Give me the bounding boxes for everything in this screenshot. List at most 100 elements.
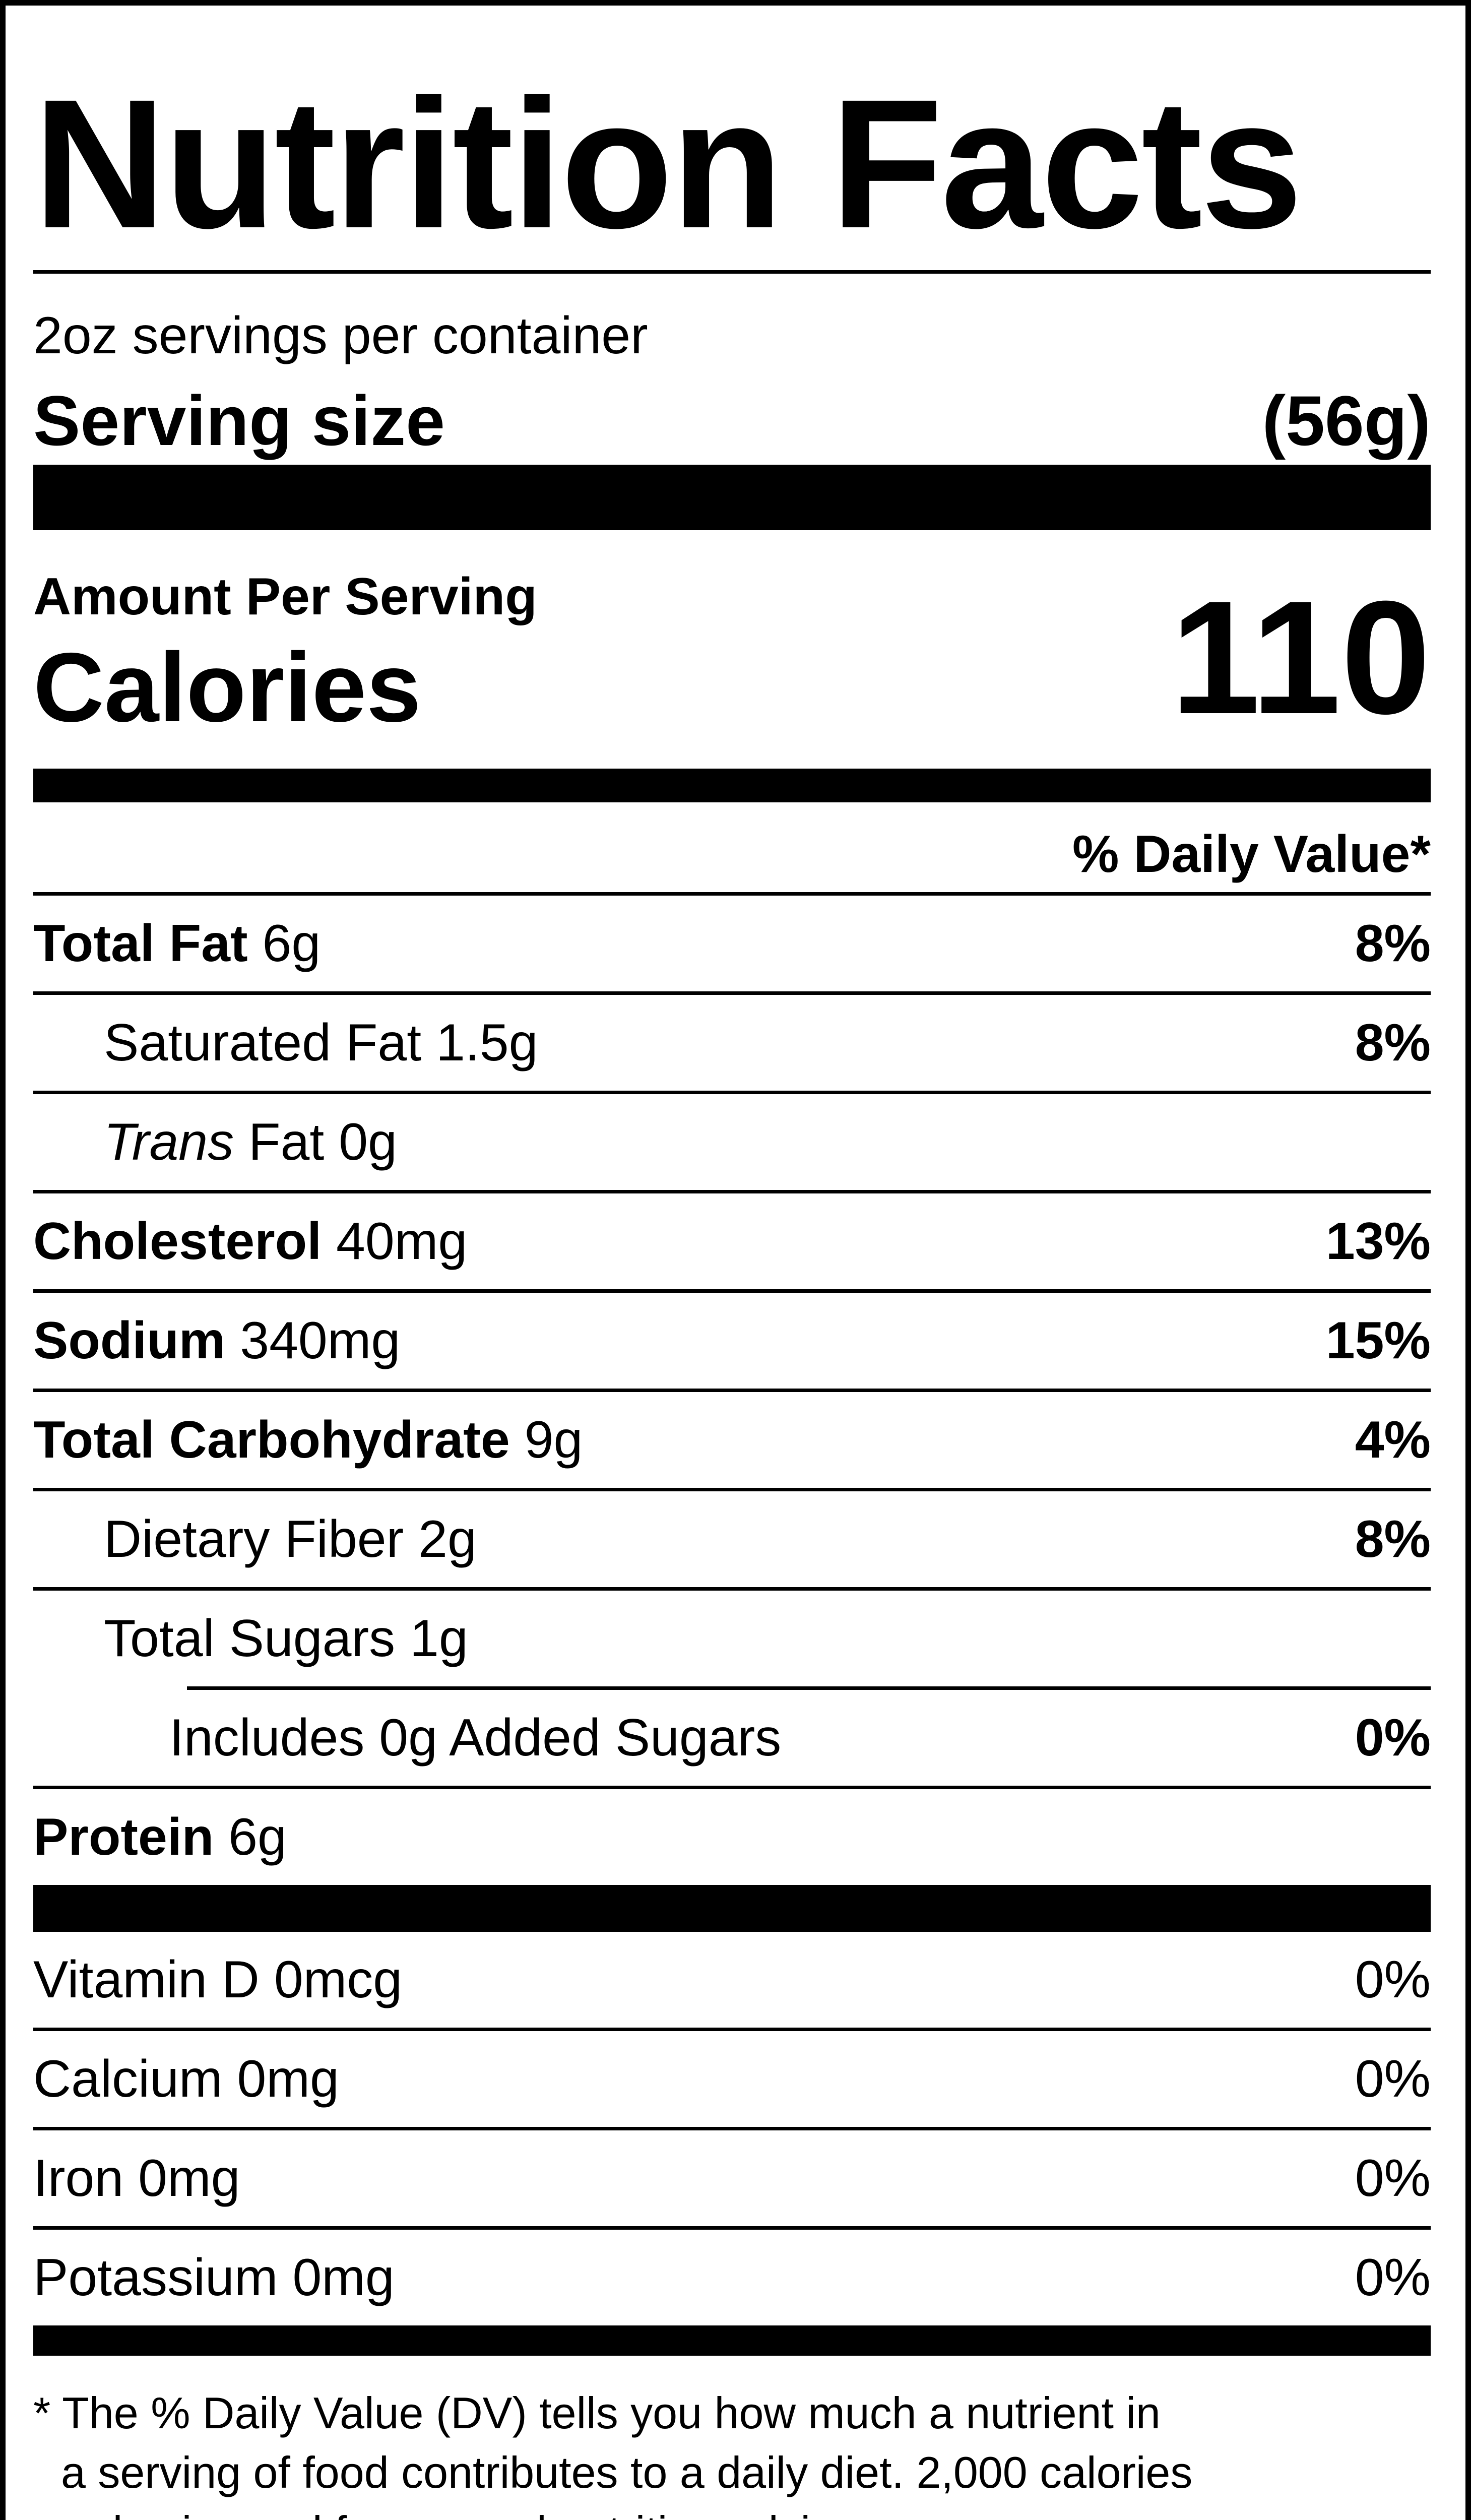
nutrient-daily-value: 0% bbox=[1355, 2248, 1431, 2307]
nutrient-amount: 0mg bbox=[237, 2050, 339, 2108]
footnote-line: * The % Daily Value (DV) tells you how m… bbox=[33, 2388, 1161, 2438]
nutrient-name: Total Sugars bbox=[104, 1609, 396, 1668]
nutrient-amount: 1g bbox=[410, 1609, 468, 1668]
nutrient-amount: 9g bbox=[524, 1411, 583, 1469]
separator bbox=[33, 1190, 1431, 1193]
nutrient-amount: 6g bbox=[262, 914, 321, 973]
nutrient-row: Iron 0mg 0% bbox=[33, 2130, 1431, 2226]
nutrient-name: Trans bbox=[104, 1113, 234, 1171]
separator bbox=[33, 1389, 1431, 1392]
footnote-line: a serving of food contributes to a daily… bbox=[61, 2447, 1193, 2497]
nutrient-daily-value: 0% bbox=[1355, 1950, 1431, 2009]
nutrient-name: Vitamin D bbox=[33, 1950, 260, 2009]
separator bbox=[33, 1289, 1431, 1293]
nutrient-daily-value: 13% bbox=[1325, 1212, 1431, 1271]
nutrient-row: Saturated Fat 1.5g 8% bbox=[33, 995, 1431, 1091]
nutrient-amount: 0mg bbox=[292, 2248, 395, 2307]
nutrient-name: Potassium bbox=[33, 2248, 278, 2307]
nutrient-row: Trans Fat 0g bbox=[33, 1094, 1431, 1190]
nutrient-name: Total Fat bbox=[33, 914, 248, 973]
nutrient-amount: 0mg bbox=[138, 2149, 240, 2208]
thick-bar-serving bbox=[33, 465, 1431, 530]
nutrient-daily-value: 0% bbox=[1355, 1709, 1431, 1767]
nutrient-row: Vitamin D 0mcg 0% bbox=[33, 1932, 1431, 2028]
nutrient-name-amount: Potassium 0mg bbox=[33, 2230, 395, 2325]
daily-value-header: % Daily Value* bbox=[1072, 825, 1431, 884]
nutrient-name: Iron bbox=[33, 2149, 124, 2208]
nutrient-row: Total Sugars 1g bbox=[33, 1591, 1431, 1686]
nutrient-daily-value: 0% bbox=[1355, 2149, 1431, 2208]
nutrient-name: Calcium bbox=[33, 2050, 223, 2108]
nutrient-name: Total Carbohydrate bbox=[33, 1411, 510, 1469]
amount-per-serving-label: Amount Per Serving bbox=[33, 568, 537, 626]
serving-size-label: Serving size bbox=[33, 381, 445, 460]
nutrient-name-amount: Total Fat 6g bbox=[33, 896, 321, 991]
nutrient-rows: Total Fat 6g 8% Saturated Fat 1.5g 8% Trans … bbox=[33, 896, 1431, 1885]
nutrient-row: Potassium 0mg 0% bbox=[33, 2230, 1431, 2325]
nutrient-name: Dietary Fiber bbox=[104, 1510, 404, 1568]
calories-block: Amount Per Serving Calories 110 bbox=[33, 561, 1431, 740]
nutrient-name: Includes 0g Added Sugars bbox=[169, 1709, 782, 1767]
footnote-line: a day is used for general nutrition advi… bbox=[33, 2502, 1431, 2520]
footnote: * The % Daily Value (DV) tells you how m… bbox=[33, 2383, 1431, 2520]
serving-size-value: (56g) bbox=[1262, 381, 1431, 460]
serving-size-row: Serving size (56g) bbox=[33, 376, 1431, 465]
nutrient-name-amount: Protein 6g bbox=[33, 1789, 287, 1885]
nutrient-amount: 2g bbox=[418, 1510, 477, 1568]
nutrient-name: Saturated Fat bbox=[104, 1014, 422, 1072]
nutrient-name: Sodium bbox=[33, 1311, 226, 1370]
nutrient-name-amount: Total Sugars 1g bbox=[104, 1591, 468, 1686]
separator bbox=[187, 1686, 1431, 1690]
separator bbox=[33, 2226, 1431, 2230]
nutrient-name-amount: Includes 0g Added Sugars bbox=[169, 1690, 781, 1786]
nutrient-name: Protein bbox=[33, 1808, 214, 1866]
nutrient-row: Total Fat 6g 8% bbox=[33, 896, 1431, 991]
nutrient-daily-value: 8% bbox=[1355, 1510, 1431, 1568]
nutrient-row: Total Carbohydrate 9g 4% bbox=[33, 1392, 1431, 1488]
separator bbox=[33, 1587, 1431, 1591]
nutrient-name-amount: Iron 0mg bbox=[33, 2130, 240, 2226]
nutrient-amount: 6g bbox=[228, 1808, 287, 1866]
nutrient-name-amount: Cholesterol 40mg bbox=[33, 1193, 467, 1289]
separator bbox=[33, 991, 1431, 995]
nutrient-row: Dietary Fiber 2g 8% bbox=[33, 1491, 1431, 1587]
nutrient-row: Protein 6g bbox=[33, 1789, 1431, 1885]
separator bbox=[33, 1091, 1431, 1094]
separator bbox=[33, 892, 1431, 896]
separator bbox=[33, 270, 1431, 274]
nutrient-name-amount: Total Carbohydrate 9g bbox=[33, 1392, 583, 1488]
separator bbox=[33, 2028, 1431, 2031]
calories-label: Calories bbox=[33, 633, 421, 742]
nutrient-row: Includes 0g Added Sugars 0% bbox=[33, 1690, 1431, 1786]
nutrient-amount: 0mcg bbox=[274, 1950, 403, 2009]
nutrient-name-amount: Saturated Fat 1.5g bbox=[104, 995, 538, 1091]
nutrient-name-amount: Sodium 340mg bbox=[33, 1293, 400, 1389]
calories-value: 110 bbox=[1170, 567, 1431, 747]
separator bbox=[33, 2127, 1431, 2130]
nutrient-daily-value: 15% bbox=[1325, 1311, 1431, 1370]
nutrient-name-amount: Dietary Fiber 2g bbox=[104, 1491, 477, 1587]
nutrient-name-amount: Vitamin D 0mcg bbox=[33, 1932, 402, 2028]
separator bbox=[33, 1786, 1431, 1789]
nutrient-daily-value: 0% bbox=[1355, 2050, 1431, 2108]
vitamin-rows: Vitamin D 0mcg 0% Calcium 0mg 0% Iron 0mg 0% P… bbox=[33, 1932, 1431, 2325]
thick-bar-protein bbox=[33, 1885, 1431, 1932]
nutrient-daily-value: 8% bbox=[1355, 914, 1431, 973]
calories-left-column: Amount Per Serving Calories bbox=[33, 561, 537, 740]
nutrient-daily-value: 4% bbox=[1355, 1411, 1431, 1469]
thick-bar-calories bbox=[33, 769, 1431, 802]
nutrient-daily-value: 8% bbox=[1355, 1014, 1431, 1072]
thick-bar-footnote bbox=[33, 2325, 1431, 2356]
nutrient-amount: Fat 0g bbox=[248, 1113, 397, 1171]
nutrient-row: Calcium 0mg 0% bbox=[33, 2031, 1431, 2127]
nutrient-row: Sodium 340mg 15% bbox=[33, 1293, 1431, 1389]
nutrient-row: Cholesterol 40mg 13% bbox=[33, 1193, 1431, 1289]
nutrient-amount: 1.5g bbox=[436, 1014, 538, 1072]
label-title: Nutrition Facts bbox=[33, 61, 1303, 267]
separator bbox=[33, 1488, 1431, 1491]
nutrient-name: Cholesterol bbox=[33, 1212, 322, 1271]
servings-per-container: 2oz servings per container bbox=[33, 306, 648, 365]
nutrient-name-amount: Trans Fat 0g bbox=[104, 1094, 397, 1190]
nutrient-amount: 40mg bbox=[336, 1212, 468, 1271]
